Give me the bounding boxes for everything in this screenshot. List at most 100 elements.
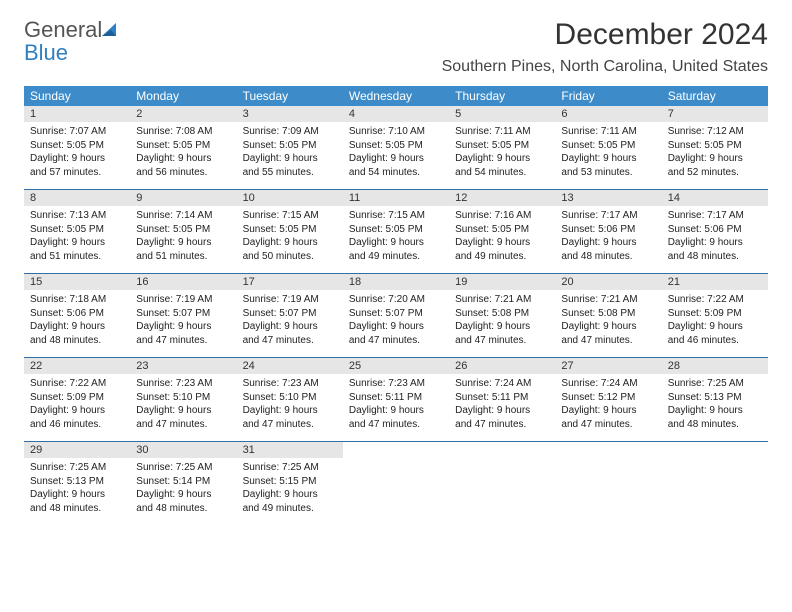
daylight-line: Daylight: 9 hours and 47 minutes. bbox=[136, 404, 230, 431]
day-cell: 28Sunrise: 7:25 AMSunset: 5:13 PMDayligh… bbox=[662, 358, 768, 441]
day-number: 24 bbox=[237, 358, 343, 374]
daylight-line: Daylight: 9 hours and 51 minutes. bbox=[30, 236, 124, 263]
day-content: Sunrise: 7:23 AMSunset: 5:10 PMDaylight:… bbox=[237, 374, 343, 435]
sunrise-line: Sunrise: 7:19 AM bbox=[243, 293, 337, 307]
header: General Blue December 2024 Southern Pine… bbox=[24, 18, 768, 76]
day-number: 16 bbox=[130, 274, 236, 290]
day-number: 9 bbox=[130, 190, 236, 206]
day-content: Sunrise: 7:10 AMSunset: 5:05 PMDaylight:… bbox=[343, 122, 449, 183]
sunset-line: Sunset: 5:05 PM bbox=[561, 139, 655, 153]
sunrise-line: Sunrise: 7:09 AM bbox=[243, 125, 337, 139]
sunset-line: Sunset: 5:10 PM bbox=[136, 391, 230, 405]
day-number: 13 bbox=[555, 190, 661, 206]
sunset-line: Sunset: 5:07 PM bbox=[349, 307, 443, 321]
daylight-line: Daylight: 9 hours and 48 minutes. bbox=[136, 488, 230, 515]
day-content: Sunrise: 7:19 AMSunset: 5:07 PMDaylight:… bbox=[237, 290, 343, 351]
sunrise-line: Sunrise: 7:20 AM bbox=[349, 293, 443, 307]
sunset-line: Sunset: 5:06 PM bbox=[668, 223, 762, 237]
sunset-line: Sunset: 5:08 PM bbox=[561, 307, 655, 321]
day-number: 20 bbox=[555, 274, 661, 290]
day-number: 6 bbox=[555, 106, 661, 122]
sunrise-line: Sunrise: 7:11 AM bbox=[455, 125, 549, 139]
day-number: 21 bbox=[662, 274, 768, 290]
sunset-line: Sunset: 5:15 PM bbox=[243, 475, 337, 489]
sunset-line: Sunset: 5:05 PM bbox=[136, 223, 230, 237]
sunset-line: Sunset: 5:05 PM bbox=[30, 223, 124, 237]
day-number: 23 bbox=[130, 358, 236, 374]
sunrise-line: Sunrise: 7:24 AM bbox=[561, 377, 655, 391]
day-cell: 18Sunrise: 7:20 AMSunset: 5:07 PMDayligh… bbox=[343, 274, 449, 357]
day-content: Sunrise: 7:17 AMSunset: 5:06 PMDaylight:… bbox=[555, 206, 661, 267]
day-content: Sunrise: 7:09 AMSunset: 5:05 PMDaylight:… bbox=[237, 122, 343, 183]
day-number: 10 bbox=[237, 190, 343, 206]
day-cell: 20Sunrise: 7:21 AMSunset: 5:08 PMDayligh… bbox=[555, 274, 661, 357]
month-title: December 2024 bbox=[442, 18, 768, 52]
day-content: Sunrise: 7:21 AMSunset: 5:08 PMDaylight:… bbox=[555, 290, 661, 351]
sunset-line: Sunset: 5:05 PM bbox=[455, 139, 549, 153]
day-content: Sunrise: 7:11 AMSunset: 5:05 PMDaylight:… bbox=[449, 122, 555, 183]
calendar: SundayMondayTuesdayWednesdayThursdayFrid… bbox=[24, 86, 768, 525]
day-content: Sunrise: 7:08 AMSunset: 5:05 PMDaylight:… bbox=[130, 122, 236, 183]
day-cell: 7Sunrise: 7:12 AMSunset: 5:05 PMDaylight… bbox=[662, 106, 768, 189]
sunset-line: Sunset: 5:09 PM bbox=[668, 307, 762, 321]
day-number: 31 bbox=[237, 442, 343, 458]
logo: General Blue bbox=[24, 18, 120, 64]
week-row: 1Sunrise: 7:07 AMSunset: 5:05 PMDaylight… bbox=[24, 106, 768, 189]
weeks-container: 1Sunrise: 7:07 AMSunset: 5:05 PMDaylight… bbox=[24, 106, 768, 525]
day-content: Sunrise: 7:14 AMSunset: 5:05 PMDaylight:… bbox=[130, 206, 236, 267]
day-content: Sunrise: 7:23 AMSunset: 5:10 PMDaylight:… bbox=[130, 374, 236, 435]
day-content: Sunrise: 7:25 AMSunset: 5:13 PMDaylight:… bbox=[662, 374, 768, 435]
day-content: Sunrise: 7:23 AMSunset: 5:11 PMDaylight:… bbox=[343, 374, 449, 435]
location-text: Southern Pines, North Carolina, United S… bbox=[442, 58, 768, 76]
week-row: 22Sunrise: 7:22 AMSunset: 5:09 PMDayligh… bbox=[24, 357, 768, 441]
sunrise-line: Sunrise: 7:17 AM bbox=[561, 209, 655, 223]
empty-cell bbox=[662, 442, 768, 525]
daylight-line: Daylight: 9 hours and 57 minutes. bbox=[30, 152, 124, 179]
day-number: 7 bbox=[662, 106, 768, 122]
day-cell: 9Sunrise: 7:14 AMSunset: 5:05 PMDaylight… bbox=[130, 190, 236, 273]
day-content: Sunrise: 7:15 AMSunset: 5:05 PMDaylight:… bbox=[343, 206, 449, 267]
day-cell: 23Sunrise: 7:23 AMSunset: 5:10 PMDayligh… bbox=[130, 358, 236, 441]
day-content: Sunrise: 7:22 AMSunset: 5:09 PMDaylight:… bbox=[662, 290, 768, 351]
day-number: 25 bbox=[343, 358, 449, 374]
weekday-header: Thursday bbox=[449, 86, 555, 106]
daylight-line: Daylight: 9 hours and 46 minutes. bbox=[668, 320, 762, 347]
day-content: Sunrise: 7:21 AMSunset: 5:08 PMDaylight:… bbox=[449, 290, 555, 351]
day-number: 26 bbox=[449, 358, 555, 374]
daylight-line: Daylight: 9 hours and 47 minutes. bbox=[243, 404, 337, 431]
day-cell: 19Sunrise: 7:21 AMSunset: 5:08 PMDayligh… bbox=[449, 274, 555, 357]
day-cell: 29Sunrise: 7:25 AMSunset: 5:13 PMDayligh… bbox=[24, 442, 130, 525]
weekday-header-row: SundayMondayTuesdayWednesdayThursdayFrid… bbox=[24, 86, 768, 106]
daylight-line: Daylight: 9 hours and 47 minutes. bbox=[455, 320, 549, 347]
sunset-line: Sunset: 5:09 PM bbox=[30, 391, 124, 405]
day-cell: 15Sunrise: 7:18 AMSunset: 5:06 PMDayligh… bbox=[24, 274, 130, 357]
day-cell: 2Sunrise: 7:08 AMSunset: 5:05 PMDaylight… bbox=[130, 106, 236, 189]
sunset-line: Sunset: 5:07 PM bbox=[136, 307, 230, 321]
sunrise-line: Sunrise: 7:23 AM bbox=[243, 377, 337, 391]
day-number: 29 bbox=[24, 442, 130, 458]
daylight-line: Daylight: 9 hours and 47 minutes. bbox=[243, 320, 337, 347]
daylight-line: Daylight: 9 hours and 47 minutes. bbox=[349, 320, 443, 347]
sunrise-line: Sunrise: 7:22 AM bbox=[668, 293, 762, 307]
daylight-line: Daylight: 9 hours and 51 minutes. bbox=[136, 236, 230, 263]
sunrise-line: Sunrise: 7:19 AM bbox=[136, 293, 230, 307]
sunset-line: Sunset: 5:05 PM bbox=[243, 139, 337, 153]
weekday-header: Wednesday bbox=[343, 86, 449, 106]
sunset-line: Sunset: 5:13 PM bbox=[30, 475, 124, 489]
sunset-line: Sunset: 5:10 PM bbox=[243, 391, 337, 405]
daylight-line: Daylight: 9 hours and 53 minutes. bbox=[561, 152, 655, 179]
sunset-line: Sunset: 5:13 PM bbox=[668, 391, 762, 405]
day-number: 5 bbox=[449, 106, 555, 122]
daylight-line: Daylight: 9 hours and 49 minutes. bbox=[349, 236, 443, 263]
weekday-header: Monday bbox=[130, 86, 236, 106]
sunset-line: Sunset: 5:05 PM bbox=[349, 223, 443, 237]
day-cell: 30Sunrise: 7:25 AMSunset: 5:14 PMDayligh… bbox=[130, 442, 236, 525]
daylight-line: Daylight: 9 hours and 48 minutes. bbox=[561, 236, 655, 263]
day-content: Sunrise: 7:12 AMSunset: 5:05 PMDaylight:… bbox=[662, 122, 768, 183]
sunset-line: Sunset: 5:08 PM bbox=[455, 307, 549, 321]
sunrise-line: Sunrise: 7:16 AM bbox=[455, 209, 549, 223]
day-number: 15 bbox=[24, 274, 130, 290]
day-content: Sunrise: 7:19 AMSunset: 5:07 PMDaylight:… bbox=[130, 290, 236, 351]
daylight-line: Daylight: 9 hours and 55 minutes. bbox=[243, 152, 337, 179]
daylight-line: Daylight: 9 hours and 54 minutes. bbox=[349, 152, 443, 179]
